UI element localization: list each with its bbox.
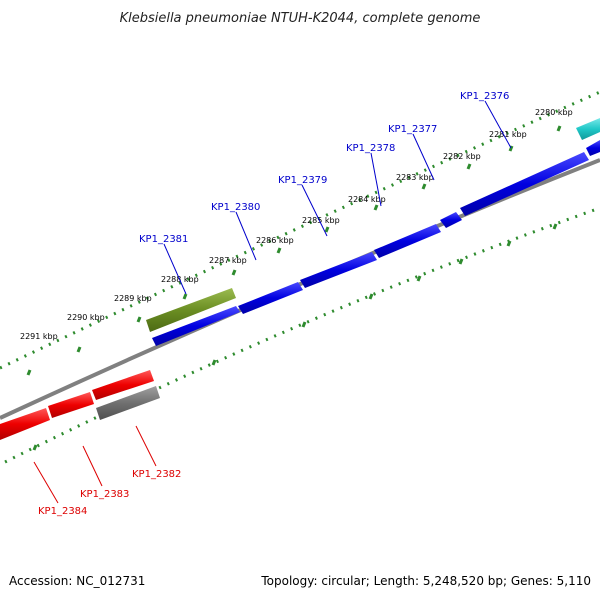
gene-block-gray[interactable]	[96, 386, 160, 420]
inner-tick-arc	[4, 206, 600, 464]
tick-label: 2289 kbp	[114, 294, 152, 303]
gene-label-kp1-2383[interactable]: KP1_2383	[80, 489, 129, 500]
gene-label-kp1-2384[interactable]: KP1_2384	[38, 506, 87, 517]
minus-gene-labels: KP1_2382 KP1_2383 KP1_2384	[33, 425, 181, 517]
tick-label: 2282 kbp	[443, 152, 481, 161]
gene-label-kp1-2379[interactable]: KP1_2379	[278, 175, 327, 186]
gene-block-kp1-2377[interactable]	[440, 212, 462, 228]
tick-label: 2281 kbp	[489, 130, 527, 139]
gene-label-kp1-2376[interactable]: KP1_2376	[460, 91, 509, 102]
tick-label: 2287 kbp	[209, 256, 247, 265]
gene-block-kp1-2379[interactable]	[300, 252, 377, 288]
gene-label-kp1-2382[interactable]: KP1_2382	[132, 469, 181, 480]
plus-gene-labels: KP1_2376 KP1_2377 KP1_2378 KP1_2379 KP1_…	[139, 91, 512, 295]
gene-label-kp1-2378[interactable]: KP1_2378	[346, 143, 395, 154]
tick-label: 2284 kbp	[348, 195, 386, 204]
gene-label-kp1-2381[interactable]: KP1_2381	[139, 234, 188, 245]
gene-label-kp1-2377[interactable]: KP1_2377	[388, 124, 437, 135]
tick-label: 2280 kbp	[535, 108, 573, 117]
minus-strand-genes	[0, 370, 154, 440]
gene-block-kp1-2383[interactable]	[48, 392, 94, 418]
gene-block-kp1-2381[interactable]	[152, 306, 240, 346]
gene-block-olive[interactable]	[146, 288, 236, 332]
genome-summary-text: Topology: circular; Length: 5,248,520 bp…	[260, 574, 591, 588]
gene-block-kp1-2378[interactable]	[374, 224, 441, 258]
plus-strand-genes	[152, 140, 600, 346]
gene-block-kp1-2382[interactable]	[92, 370, 154, 400]
page-title: Klebsiella pneumoniae NTUH-K2044, comple…	[120, 11, 481, 26]
gene-label-kp1-2380[interactable]: KP1_2380	[211, 202, 260, 213]
tick-label: 2286 kbp	[256, 236, 294, 245]
gene-block-kp1-2376[interactable]	[460, 152, 589, 216]
gene-block-edge[interactable]	[586, 140, 600, 156]
gene-block-kp1-2384[interactable]	[0, 408, 50, 440]
tick-label: 2290 kbp	[67, 313, 105, 322]
tick-label: 2285 kbp	[302, 216, 340, 225]
gene-block-kp1-2380[interactable]	[238, 282, 303, 314]
tick-label: 2283 kbp	[396, 173, 434, 182]
tick-labels: 2280 kbp 2281 kbp 2282 kbp 2283 kbp 2284…	[20, 108, 573, 341]
accession-text: Accession: NC_012731	[9, 574, 145, 588]
tick-label: 2291 kbp	[20, 332, 58, 341]
gene-block-cyan[interactable]	[576, 118, 600, 140]
